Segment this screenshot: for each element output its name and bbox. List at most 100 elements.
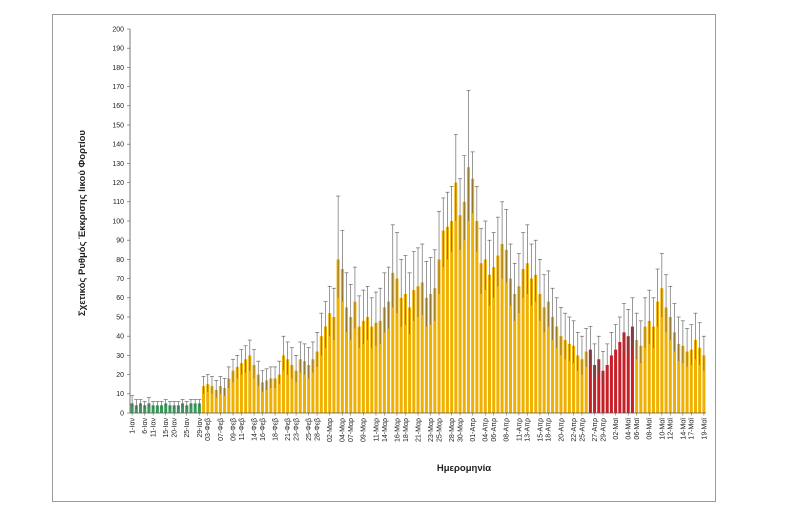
- x-tick-label: 29-Ιαν: [197, 418, 204, 438]
- bar: [319, 336, 323, 413]
- x-tick-label: 19-Μαϊ: [701, 418, 708, 440]
- bar: [588, 349, 592, 413]
- x-tick-label: 11-Ιαν: [151, 418, 158, 438]
- bar: [471, 178, 475, 413]
- bar: [635, 340, 639, 413]
- bar: [513, 293, 517, 413]
- bar: [626, 336, 630, 413]
- x-tick-label: 14-Φεβ: [251, 418, 258, 441]
- y-tick-label: 10: [116, 391, 124, 398]
- bar: [618, 341, 622, 413]
- x-tick-label: 23-Μαρ: [428, 418, 435, 442]
- bar: [639, 345, 643, 413]
- bar: [336, 259, 340, 413]
- bar: [479, 263, 483, 413]
- bar: [252, 365, 256, 413]
- x-tick-label: 25-Μαρ: [436, 418, 443, 442]
- x-tick-label: 14-Μαϊ: [680, 418, 687, 440]
- bar: [517, 286, 521, 413]
- x-tick-label: 03-Φεβ: [205, 418, 212, 441]
- bar: [378, 320, 382, 413]
- bar: [681, 345, 685, 413]
- bar: [403, 293, 407, 413]
- y-tick-label: 30: [116, 353, 124, 360]
- bar: [210, 386, 214, 413]
- x-tick-label: 28-Φεβ: [314, 418, 321, 441]
- bar: [382, 307, 386, 413]
- bar: [651, 326, 655, 413]
- x-tick-label: 25-Φεβ: [306, 418, 313, 441]
- bar: [349, 317, 353, 413]
- y-tick-label: 120: [112, 180, 124, 187]
- x-tick-label: 15-Ιαν: [163, 418, 170, 438]
- bar: [504, 249, 508, 413]
- bar: [130, 403, 134, 413]
- bar: [307, 365, 311, 413]
- x-tick-label: 20-Ιαν: [172, 418, 179, 438]
- bar: [277, 374, 281, 413]
- bar: [395, 278, 399, 413]
- x-tick-label: 6-Ιαν: [142, 418, 149, 434]
- bar: [420, 282, 424, 413]
- bar: [197, 403, 201, 413]
- bar: [323, 326, 328, 413]
- bar: [345, 307, 349, 413]
- x-tick-label: 04-Μαϊ: [626, 418, 633, 440]
- bar: [441, 230, 445, 413]
- bar: [454, 182, 458, 413]
- bar: [424, 297, 428, 413]
- bar: [609, 355, 613, 413]
- bar: [399, 297, 403, 413]
- bar: [622, 332, 626, 413]
- bar: [189, 403, 193, 413]
- bar: [202, 386, 206, 413]
- x-tick-label: 12-Μαϊ: [668, 418, 675, 440]
- x-tick-label: 04-Μαρ: [340, 418, 347, 442]
- x-tick-label: 1-Ιαν: [130, 418, 137, 434]
- y-tick-label: 200: [112, 26, 124, 33]
- bar: [500, 244, 504, 413]
- bar: [235, 366, 239, 413]
- y-tick-label: 50: [116, 314, 124, 321]
- bar: [487, 274, 491, 413]
- bar: [689, 349, 693, 413]
- x-tick-label: 08-Μαϊ: [647, 418, 654, 440]
- x-tick-label: 25-Απρ: [579, 418, 586, 442]
- y-axis-label: Σχετικός Ρυθμός Έκκρισης Ιικού Φορτίου: [77, 130, 88, 316]
- bar: [370, 326, 374, 413]
- bars: [130, 167, 706, 413]
- bar: [521, 269, 525, 413]
- y-tick-label: 190: [112, 46, 124, 53]
- x-tick-label: 27-Απρ: [592, 418, 599, 442]
- bar: [668, 317, 672, 413]
- bar: [559, 336, 563, 413]
- bar: [218, 386, 222, 413]
- x-tick-label: 29-Απρ: [600, 418, 607, 442]
- bar: [601, 370, 605, 413]
- bar: [223, 388, 227, 413]
- bar: [660, 288, 664, 413]
- x-tick-label: 11-Απρ: [516, 418, 523, 441]
- x-tick-label: 04-Απρ: [483, 418, 490, 442]
- bar: [239, 363, 243, 413]
- y-tick-label: 60: [116, 295, 124, 302]
- y-tick-label: 150: [112, 122, 124, 129]
- x-tick-label: 02-Μαρ: [327, 418, 334, 442]
- y-axis: 0 10 20 30 40 50 60 70 80 90 100 110 120 130 140 150 160…: [112, 26, 131, 417]
- bar: [437, 259, 441, 413]
- bar: [445, 226, 449, 413]
- y-tick-label: 160: [112, 103, 124, 110]
- x-tick-label: 11-Φεβ: [239, 418, 246, 440]
- y-tick-label: 0: [120, 410, 124, 417]
- x-tick-label: 02-Μαϊ: [613, 418, 620, 440]
- bar: [244, 359, 248, 413]
- error-bars: [130, 90, 706, 410]
- bar: [231, 370, 235, 413]
- bar: [584, 351, 588, 413]
- bar: [693, 340, 698, 413]
- x-tick-label: 01-Απρ: [470, 418, 477, 442]
- bar: [227, 378, 231, 413]
- x-tick-label: 07-Μαρ: [348, 418, 355, 442]
- bar: [605, 365, 609, 413]
- bar: [508, 278, 513, 413]
